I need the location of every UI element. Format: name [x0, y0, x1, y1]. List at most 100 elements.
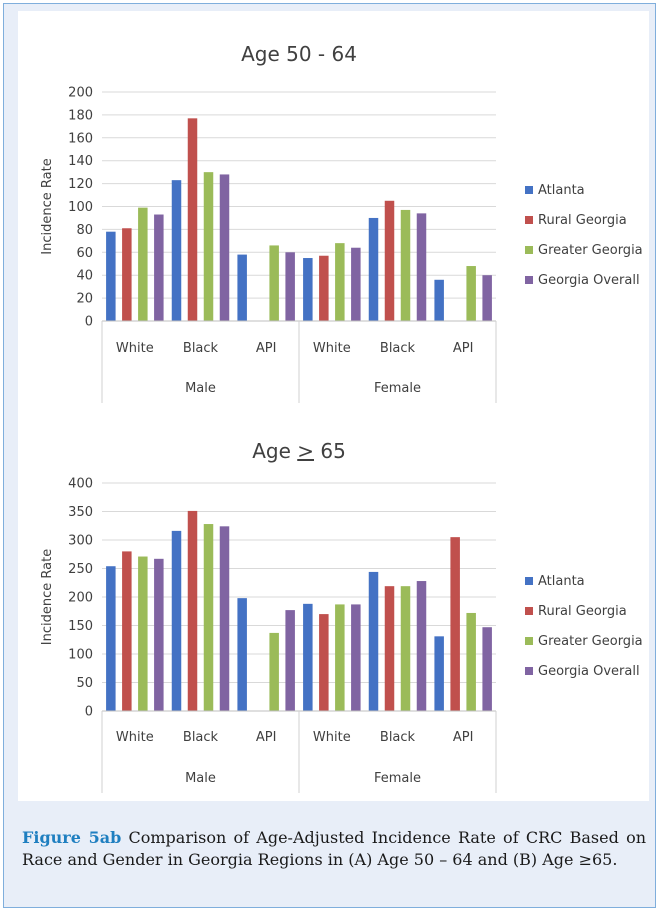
bar-greater-georgia: [269, 632, 279, 711]
group-label: Female: [374, 771, 421, 786]
y-tick-label: 400: [68, 477, 93, 492]
bar-georgia-overall: [351, 604, 361, 711]
y-tick-label: 200: [68, 591, 93, 606]
bar-greater-georgia: [138, 556, 148, 711]
bar-greater-georgia: [335, 243, 345, 321]
bar-rural-georgia: [319, 255, 329, 321]
group-label: Male: [185, 381, 216, 396]
legend-label: Rural Georgia: [538, 604, 627, 619]
y-tick-label: 300: [68, 534, 93, 549]
caption-text: Comparison of Age-Adjusted Incidence Rat…: [22, 828, 647, 869]
y-axis-title: Incidence Rate: [40, 158, 55, 254]
bar-atlanta: [171, 530, 182, 711]
legend-swatch: [525, 667, 533, 675]
charts-svg: Age 50 - 64 0 20 40 60 80 100 120 140 160 180 200 In…: [40, 42, 643, 793]
bar-atlanta: [434, 279, 444, 321]
group-label: Female: [374, 381, 421, 396]
bar-atlanta: [303, 258, 313, 321]
bar-rural-georgia: [187, 510, 198, 711]
category-label: Black: [183, 341, 219, 356]
legend-swatch: [525, 246, 533, 254]
category-label: White: [313, 341, 351, 356]
legend-swatch: [525, 216, 533, 224]
bar-georgia-overall: [219, 174, 230, 321]
y-axis-title: Incidence Rate: [40, 549, 55, 645]
bar-greater-georgia: [203, 524, 214, 711]
category-label: API: [256, 730, 277, 745]
category-label: API: [453, 730, 474, 745]
bar-rural-georgia: [122, 551, 132, 711]
bar-greater-georgia: [466, 266, 476, 321]
chart-2: Age > 65 0 50 100 150 200 250 300 350 400 Incidenc…: [40, 439, 643, 793]
bar-rural-georgia: [187, 118, 198, 322]
category-label: Black: [183, 730, 219, 745]
bar-atlanta: [106, 566, 116, 711]
bar-greater-georgia: [335, 604, 345, 711]
bar-greater-georgia: [269, 245, 279, 321]
y-tick-label: 160: [68, 131, 93, 146]
y-tick-label: 50: [76, 676, 93, 691]
y-tick-label: 100: [68, 648, 93, 663]
y-tick-label: 60: [76, 246, 93, 261]
y-tick-label: 40: [76, 269, 93, 284]
bar-atlanta: [368, 571, 379, 711]
bar-georgia-overall: [219, 526, 230, 711]
bar-greater-georgia: [138, 207, 148, 321]
bar-rural-georgia: [450, 537, 460, 711]
legend-label: Greater Georgia: [538, 634, 643, 649]
y-tick-label: 0: [85, 315, 93, 330]
legend-swatch: [525, 186, 533, 194]
bar-georgia-overall: [351, 247, 361, 321]
legend-swatch: [525, 276, 533, 284]
y-tick-label: 350: [68, 505, 93, 520]
y-tick-label: 120: [68, 177, 93, 192]
legend-label: Rural Georgia: [538, 213, 627, 228]
category-label: Black: [380, 341, 416, 356]
legend-swatch: [525, 607, 533, 615]
bar-greater-georgia: [400, 586, 411, 711]
bar-rural-georgia: [384, 586, 395, 711]
bar-atlanta: [237, 598, 247, 711]
bar-georgia-overall: [482, 627, 492, 711]
legend-label: Greater Georgia: [538, 243, 643, 258]
legend-label: Atlanta: [538, 183, 585, 198]
category-label: White: [313, 730, 351, 745]
bar-greater-georgia: [400, 209, 411, 321]
bar-greater-georgia: [203, 172, 214, 321]
legend-label: Georgia Overall: [538, 664, 640, 679]
chart-panel: Age 50 - 64 0 20 40 60 80 100 120 140 160 180 200 In…: [18, 11, 649, 801]
category-label: White: [116, 730, 154, 745]
category-label: API: [453, 341, 474, 356]
bar-georgia-overall: [285, 610, 295, 711]
bar-georgia-overall: [482, 275, 492, 321]
chart-title: Age > 65: [252, 439, 346, 463]
y-tick-label: 80: [76, 223, 93, 238]
figure-label: Figure 5ab: [22, 828, 122, 847]
bar-atlanta: [106, 231, 116, 321]
bar-georgia-overall: [154, 558, 164, 711]
y-tick-label: 0: [85, 705, 93, 720]
chart-title: Age 50 - 64: [241, 42, 357, 66]
bar-atlanta: [171, 180, 182, 321]
bar-georgia-overall: [416, 581, 427, 711]
y-tick-label: 200: [68, 86, 93, 101]
y-tick-label: 250: [68, 562, 93, 577]
category-label: Black: [380, 730, 416, 745]
bar-rural-georgia: [319, 614, 329, 711]
figure-caption: Figure 5ab Comparison of Age-Adjusted In…: [22, 827, 646, 871]
chart-1: Age 50 - 64 0 20 40 60 80 100 120 140 160 180 200 In…: [40, 42, 643, 403]
y-tick-label: 140: [68, 154, 93, 169]
group-label: Male: [185, 771, 216, 786]
bar-rural-georgia: [122, 228, 132, 321]
legend-swatch: [525, 577, 533, 585]
y-tick-label: 20: [76, 292, 93, 307]
legend-label: Atlanta: [538, 574, 585, 589]
bar-georgia-overall: [154, 214, 164, 321]
bar-atlanta: [237, 254, 247, 321]
bar-atlanta: [434, 636, 444, 711]
category-label: API: [256, 341, 277, 356]
bar-greater-georgia: [466, 612, 476, 711]
category-label: White: [116, 341, 154, 356]
figure-frame: Age 50 - 64 0 20 40 60 80 100 120 140 160 180 200 In…: [3, 3, 656, 908]
legend-label: Georgia Overall: [538, 273, 640, 288]
